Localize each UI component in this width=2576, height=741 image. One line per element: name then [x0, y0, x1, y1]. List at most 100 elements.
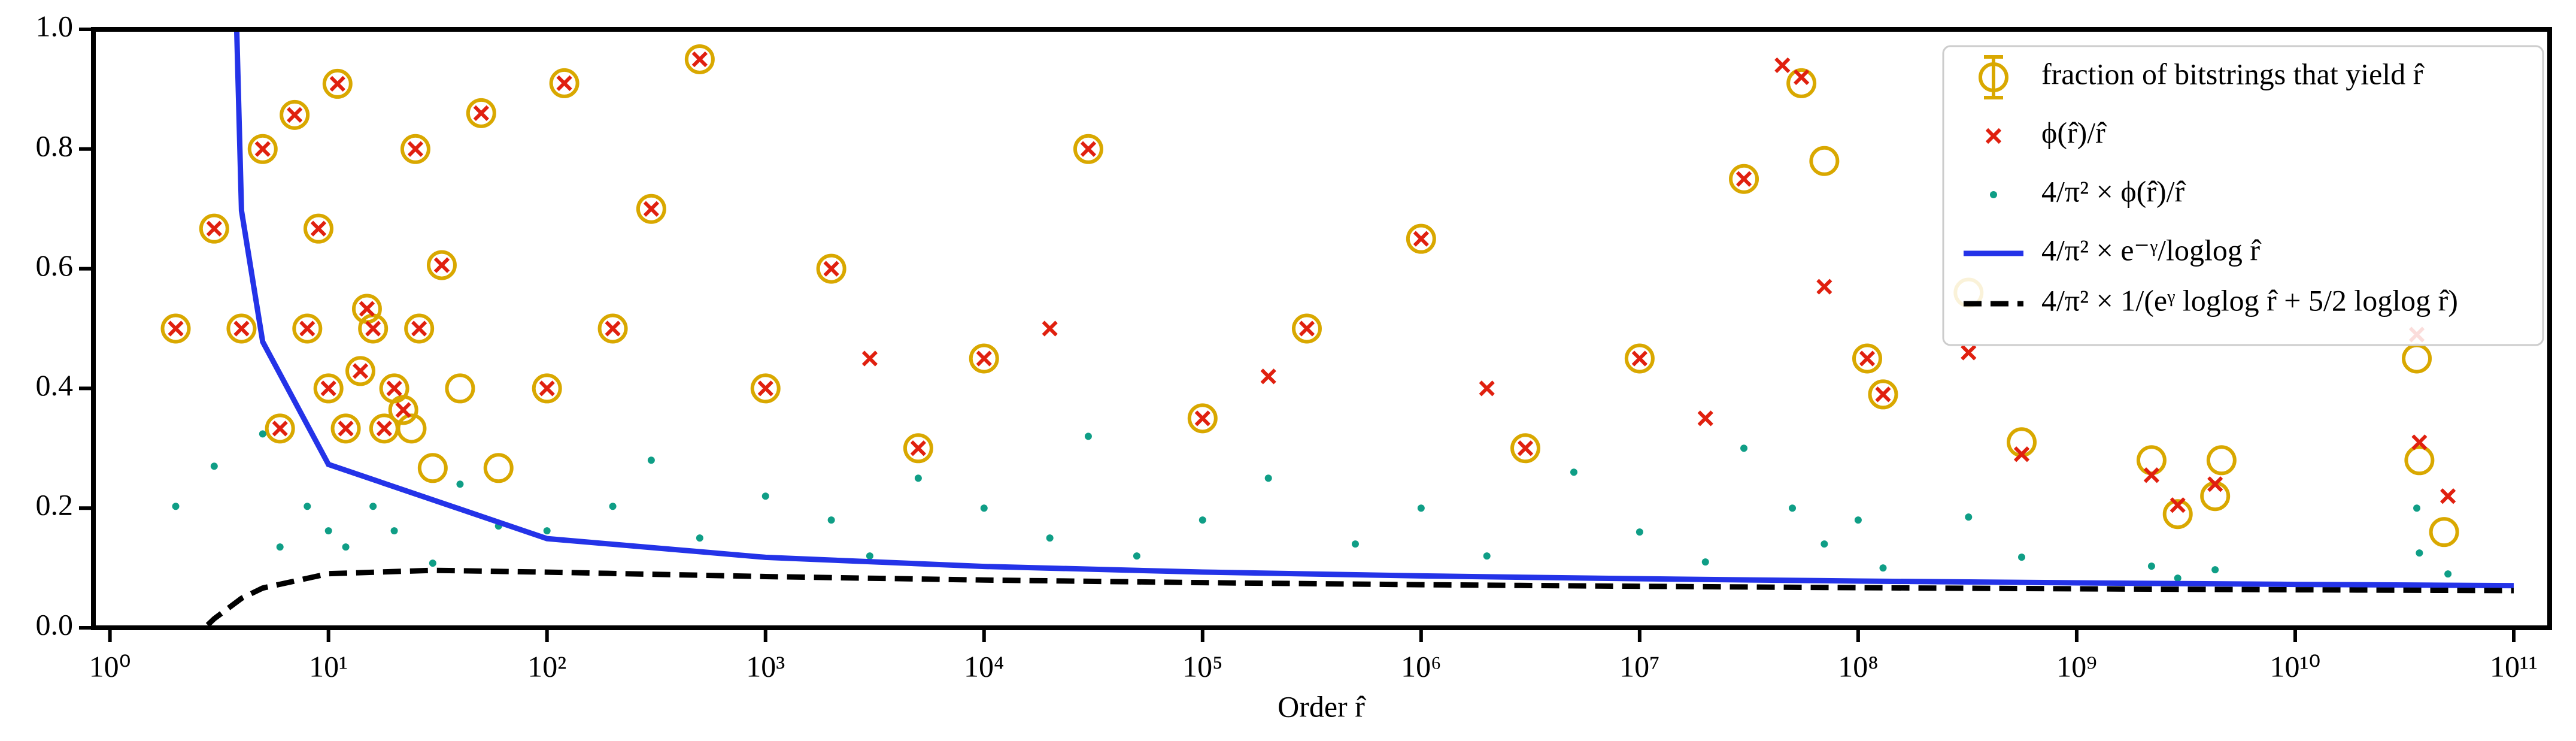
x-tick-label: 10⁵: [1182, 649, 1222, 683]
fraction-point: [445, 373, 475, 404]
scaled-phi-point: [2174, 574, 2181, 582]
fraction-point: [816, 253, 846, 284]
phi-point: [539, 380, 555, 397]
phi-point: [376, 421, 392, 437]
fraction-point: [199, 213, 229, 244]
legend: fraction of bitstrings that yield r̂ ϕ(r̂…: [1964, 55, 2458, 317]
curve: [205, 567, 2514, 627]
x-tick-label: 10⁸: [1838, 649, 1878, 683]
phi-point: [1875, 386, 1891, 403]
phi-point: [395, 402, 411, 418]
curve: [233, 29, 2514, 589]
scaled-phi-point: [1636, 528, 1643, 536]
scaled-phi-point: [543, 527, 551, 535]
phi-point: [407, 141, 424, 157]
scaled-phi-point: [1789, 504, 1797, 512]
scaled-phi-point: [210, 462, 218, 470]
fraction-point: [532, 373, 562, 404]
legend-box: [1942, 45, 2544, 346]
fraction-point: [330, 413, 361, 444]
phi-point: [1080, 141, 1097, 157]
phi-point: [233, 320, 250, 337]
scaled-phi-point: [324, 527, 332, 535]
scaled-phi-point: [2416, 549, 2423, 557]
x-tick-label: 10⁴: [964, 649, 1004, 683]
scaled-phi-point: [456, 480, 464, 488]
legend-label: ϕ(r̂)/r̂: [2041, 116, 2107, 149]
fraction-point: [404, 313, 435, 344]
legend-label: 4/π² × e⁻ᵞ/loglog r̂: [2041, 233, 2261, 267]
phi-point: [1816, 279, 1832, 295]
phi-point: [1260, 368, 1276, 385]
scaled-phi-point: [980, 504, 988, 512]
scaled-phi-point: [1740, 444, 1748, 452]
scaled-phi-point: [2018, 554, 2026, 561]
axes-frame: [91, 27, 2552, 630]
fraction-point: [280, 99, 310, 130]
scaled-phi-point: [1701, 558, 1709, 566]
fraction-point: [2404, 445, 2435, 476]
y-tick-label: 0.2: [36, 488, 74, 522]
phi-point: [823, 261, 839, 277]
phi-point: [605, 320, 621, 337]
fraction-point: [1510, 433, 1541, 464]
phi-point: [910, 440, 927, 456]
fraction-point: [426, 250, 457, 280]
fraction-point: [969, 343, 999, 374]
phi-point: [2143, 467, 2160, 483]
scaled-phi-point: [259, 430, 266, 438]
phi-point: [1194, 410, 1210, 427]
y-tick-label: 0.8: [36, 129, 74, 162]
fraction-point: [2136, 445, 2167, 476]
x-tick-label: 10¹¹: [2490, 649, 2538, 683]
scaled-phi-point: [1133, 552, 1140, 560]
y-tick-label: 0.4: [36, 368, 74, 402]
scaled-phi-point: [1046, 534, 1054, 542]
fraction-point: [265, 413, 295, 444]
scaled-phi-point: [1264, 474, 1272, 482]
legend-label: fraction of bitstrings that yield r̂: [2041, 57, 2425, 90]
axes: 10⁰ 10¹ 10² 10³ 10⁴ 10⁵ 10⁶ 10⁷ 10⁸ 10⁹ 10¹⁰ 10¹¹ 0.…: [36, 9, 2538, 683]
phi-point: [1961, 344, 1977, 361]
fraction-point: [1624, 343, 1655, 374]
scaled-phi-point: [429, 559, 436, 567]
phi-point: [2440, 488, 2456, 504]
x-tick-label: 10¹⁰: [2269, 649, 2320, 683]
fraction-point: [483, 453, 514, 483]
fraction-point: [400, 134, 430, 164]
fraction-point: [1187, 403, 1218, 434]
fraction-point: [549, 68, 579, 98]
phi-point: [329, 75, 345, 92]
phi-point: [433, 257, 450, 273]
fraction-point: [2200, 481, 2231, 512]
x-tick-label: 10⁷: [1619, 649, 1659, 683]
fraction-point: [2007, 427, 2037, 458]
fraction-point: [903, 433, 933, 464]
x-tick-label: 10²: [527, 649, 566, 683]
x-tick-label: 10⁶: [1401, 649, 1441, 683]
phi-point: [1631, 350, 1647, 367]
fraction-point: [636, 193, 666, 224]
scaled-phi-point: [2413, 504, 2421, 512]
phi-point: [1298, 320, 1315, 337]
phi-point: [1697, 410, 1713, 427]
scaled-phi-point: [1199, 516, 1206, 524]
scaled-phi-point: [390, 527, 398, 535]
phi-point: [473, 105, 489, 121]
scaled-phi-point: [1417, 504, 1425, 512]
phi-point: [861, 350, 878, 367]
x-tick-label: 10³: [746, 649, 785, 683]
fraction-point: [466, 98, 496, 128]
scaled-phi-point: [1351, 540, 1359, 548]
fraction-point: [597, 313, 628, 344]
fraction-point: [292, 313, 323, 344]
phi-point: [310, 220, 327, 237]
scaled-phi-point: [172, 503, 180, 510]
fraction-point: [1809, 146, 1840, 176]
phi-point: [359, 301, 375, 317]
scaled-phi-point: [2444, 570, 2452, 578]
phi-point: [1517, 440, 1534, 456]
phi-point: [1042, 320, 1058, 337]
phi-point: [1413, 231, 1429, 247]
fraction-point: [2402, 343, 2432, 374]
